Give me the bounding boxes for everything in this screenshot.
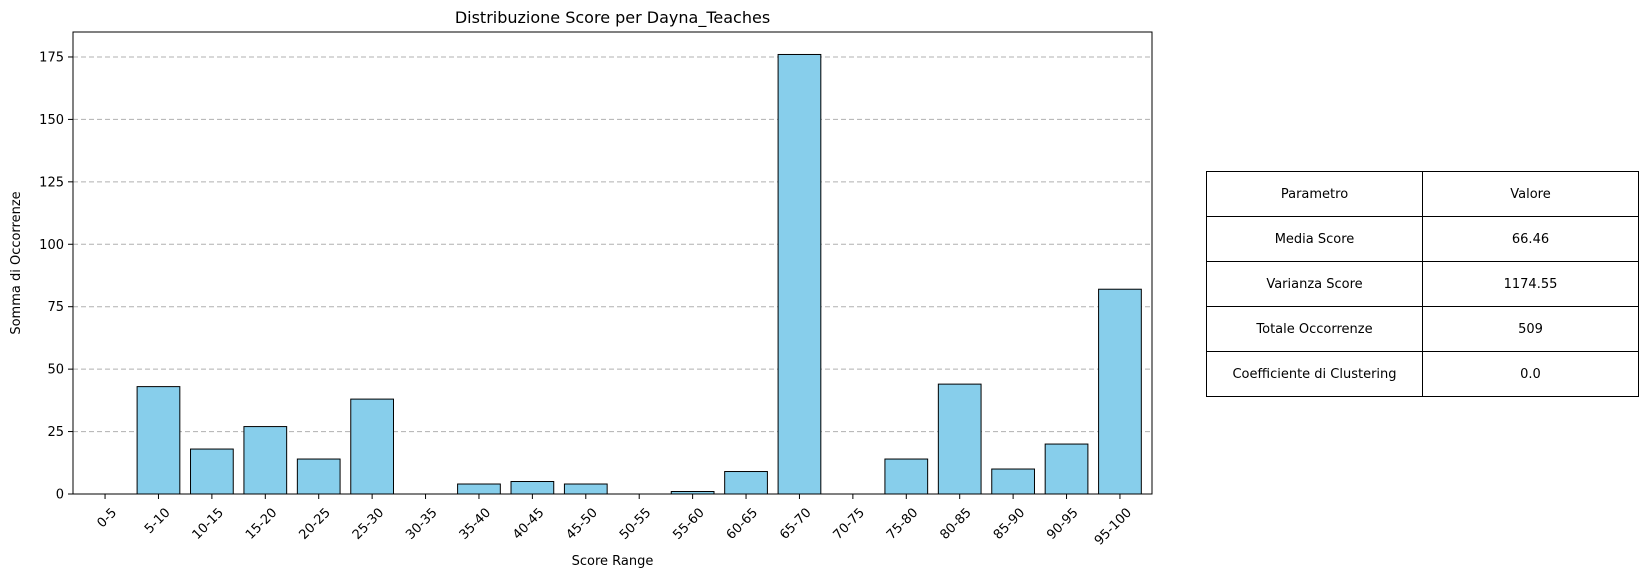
y-tick-label: 100 [39, 238, 64, 253]
x-tick-label: 70-75 [831, 505, 868, 542]
x-tick-label: 55-60 [670, 505, 707, 542]
x-tick-label: 20-25 [296, 505, 333, 542]
x-tick-label: 35-40 [457, 505, 494, 542]
bar [884, 458, 929, 495]
x-tick-label: 30-35 [403, 505, 440, 542]
y-tick-label: 50 [47, 363, 64, 378]
bar [937, 383, 982, 495]
x-tick-label: 15-20 [243, 505, 280, 542]
y-tick-label: 125 [39, 175, 64, 190]
y-tick-label: 75 [47, 300, 64, 315]
x-tick-label: 75-80 [884, 505, 921, 542]
y-tick-label: 150 [39, 113, 64, 128]
bar [190, 448, 234, 495]
bar [350, 398, 394, 495]
stats-table-row: Media Score 66.46 [1206, 216, 1639, 262]
bars [136, 53, 1142, 495]
plot-area-frame [72, 31, 1153, 495]
stats-header-parameter: Parametro [1206, 171, 1423, 217]
y-axis-ticks: 0 25 50 75 100 125 150 175 [39, 50, 73, 503]
stats-parameter-cell: Media Score [1206, 216, 1423, 262]
x-tick-label: 80-85 [937, 505, 974, 542]
stats-table-header-row: Parametro Valore [1206, 171, 1639, 217]
x-tick-label: 90-95 [1044, 505, 1081, 542]
bar [724, 471, 768, 495]
x-tick-label: 0-5 [94, 505, 120, 531]
bar [457, 483, 501, 495]
x-tick-label: 60-65 [724, 505, 761, 542]
bar [136, 386, 181, 495]
chart-title: Distribuzione Score per Dayna_Teaches [455, 8, 770, 28]
x-tick-label: 25-30 [350, 505, 387, 542]
stats-header-value: Valore [1422, 171, 1639, 217]
x-tick-label: 5-10 [142, 505, 173, 536]
y-axis-label: Somma di Occorrenze [9, 191, 24, 334]
x-axis-ticks: 0-5 5-10 10-15 15-20 20-25 25-30 30-35 35-40 40-… [94, 494, 1135, 549]
bar [510, 481, 555, 495]
stats-parameter-cell: Coefficiente di Clustering [1206, 351, 1423, 397]
bar [991, 468, 1035, 495]
stats-value-cell: 0.0 [1422, 351, 1639, 397]
stats-table-row: Totale Occorrenze 509 [1206, 306, 1639, 352]
stats-table: Parametro Valore Media Score 66.46 Varia… [1206, 171, 1639, 397]
stats-table-row: Coefficiente di Clustering 0.0 [1206, 351, 1639, 397]
x-axis-label: Score Range [572, 554, 654, 569]
x-tick-label: 50-55 [617, 505, 654, 542]
stats-parameter-cell: Totale Occorrenze [1206, 306, 1423, 352]
y-tick-label: 25 [47, 425, 64, 440]
y-tick-label: 0 [56, 488, 64, 503]
stats-table-row: Varianza Score 1174.55 [1206, 261, 1639, 307]
x-tick-label: 85-90 [991, 505, 1028, 542]
bar [1044, 443, 1089, 495]
stats-value-cell: 509 [1422, 306, 1639, 352]
x-tick-label: 10-15 [190, 505, 227, 542]
grid-lines [73, 56, 1152, 433]
bar [777, 53, 822, 495]
bar [1098, 288, 1142, 495]
stats-value-cell: 1174.55 [1422, 261, 1639, 307]
x-tick-label: 40-45 [510, 505, 547, 542]
x-tick-label: 45-50 [564, 505, 601, 542]
x-tick-label: 65-70 [777, 505, 814, 542]
bar [243, 426, 288, 495]
bar [296, 458, 341, 495]
y-tick-label: 175 [39, 50, 64, 65]
stats-value-cell: 66.46 [1422, 216, 1639, 262]
stats-parameter-cell: Varianza Score [1206, 261, 1423, 307]
x-tick-label: 95-100 [1092, 505, 1135, 548]
bar [563, 483, 608, 495]
